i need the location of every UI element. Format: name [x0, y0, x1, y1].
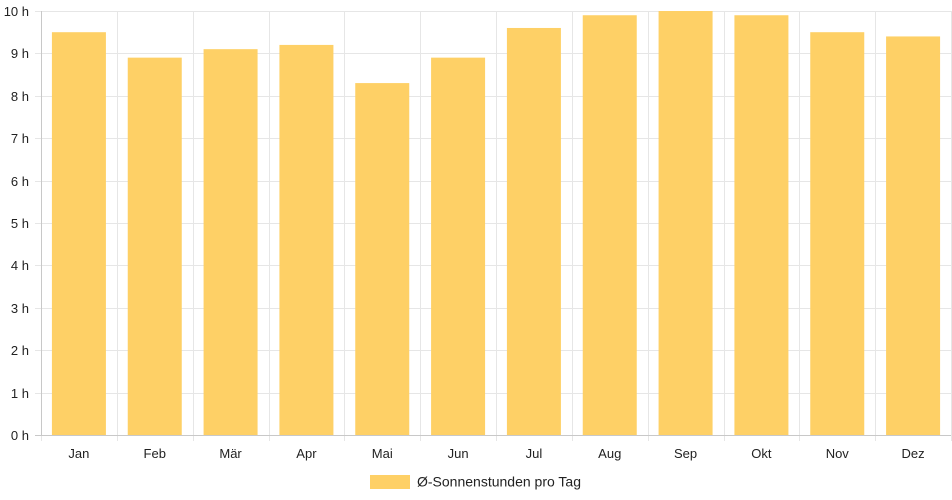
bar[interactable] [886, 36, 941, 435]
bar[interactable] [506, 27, 561, 436]
bar[interactable] [355, 83, 410, 435]
axes [35, 11, 951, 436]
bar[interactable] [582, 15, 637, 436]
y-tick-label: 9 h [11, 46, 29, 61]
y-tick-label: 3 h [11, 301, 29, 316]
bars [51, 11, 941, 436]
x-axis-ticks: Jan Feb Mär Apr Mai Jun Jul Aug Sep Okt Nov Dez [68, 446, 924, 461]
bar[interactable] [203, 49, 258, 435]
bar[interactable] [279, 44, 334, 436]
bar[interactable] [810, 32, 865, 435]
y-tick-label: 8 h [11, 89, 29, 104]
x-tick-label: Feb [144, 446, 166, 461]
y-tick-label: 0 h [11, 428, 29, 443]
x-tick-label: Mär [219, 446, 242, 461]
bar[interactable] [127, 57, 182, 435]
x-tick-label: Jul [526, 446, 543, 461]
x-tick-label: Apr [296, 446, 317, 461]
legend[interactable]: Ø-Sonnenstunden pro Tag [370, 474, 581, 490]
y-tick-label: 4 h [11, 258, 29, 273]
legend-swatch [370, 475, 410, 489]
y-tick-label: 5 h [11, 216, 29, 231]
x-tick-label: Nov [826, 446, 850, 461]
y-tick-label: 6 h [11, 174, 29, 189]
x-tick-label: Jan [68, 446, 89, 461]
y-tick-label: 2 h [11, 343, 29, 358]
x-tick-label: Sep [674, 446, 697, 461]
y-tick-label: 10 h [4, 4, 29, 19]
bar[interactable] [734, 15, 789, 436]
bar[interactable] [51, 32, 106, 435]
bar[interactable] [431, 57, 486, 435]
x-tick-label: Aug [598, 446, 621, 461]
y-axis-ticks: 0 h 1 h 2 h 3 h 4 h 5 h 6 h 7 h 8 h 9 h 10 h [4, 4, 29, 443]
x-tick-label: Jun [448, 446, 469, 461]
y-tick-label: 1 h [11, 386, 29, 401]
y-tick-label: 7 h [11, 131, 29, 146]
x-tick-label: Okt [751, 446, 772, 461]
bar[interactable] [658, 11, 713, 435]
legend-label: Ø-Sonnenstunden pro Tag [417, 474, 581, 490]
x-tick-label: Dez [902, 446, 925, 461]
x-tick-label: Mai [372, 446, 393, 461]
